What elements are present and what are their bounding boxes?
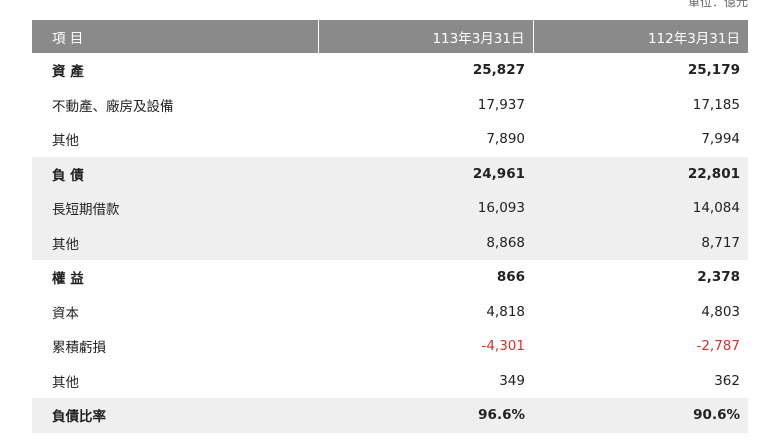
row-label: 資 產 (52, 64, 84, 81)
value-cell: 96.6% (318, 398, 533, 433)
value-cell: 22,801 (533, 156, 748, 191)
row-label: 其他 (52, 133, 79, 150)
value-cell: 8,868 (318, 225, 533, 260)
value-cell: 14,084 (533, 191, 748, 226)
row-label: 資本 (52, 305, 79, 322)
row-label: 長短期借款 (32, 191, 318, 226)
value-cell: 2,378 (697, 269, 740, 286)
table-row: 負債比率 96.6% 90.6% (32, 398, 748, 433)
table-row: 其他 349 362 (32, 364, 748, 399)
row-label: 累積虧損 (52, 340, 106, 357)
table-row: 資本 4,818 4,803 (32, 295, 748, 330)
row-label: 其他 (52, 374, 79, 391)
table-row: 累積虧損 -4,301 -2,787 (32, 329, 748, 364)
row-label: 權 益 (52, 271, 84, 288)
table-row: 其他 8,868 8,717 (32, 225, 748, 260)
value-cell: 90.6% (533, 398, 748, 433)
value-cell: 25,179 (687, 62, 740, 79)
header-cell: 項 目 (32, 20, 318, 53)
header-cell: 113年3月31日 (317, 20, 533, 53)
value-cell: 4,818 (486, 303, 525, 320)
value-cell: -2,787 (696, 338, 740, 355)
value-cell: 16,093 (318, 191, 533, 226)
value-cell: 24,961 (318, 156, 533, 191)
unit-note: 單位：億元 (687, 0, 748, 9)
header-cell: 112年3月31日 (532, 20, 748, 53)
row-label: 其他 (32, 225, 318, 260)
value-cell: 362 (714, 372, 740, 389)
value-cell: 17,937 (477, 96, 525, 113)
row-label: 不動產、廠房及設備 (52, 98, 174, 115)
value-cell: 8,717 (533, 225, 748, 260)
row-label: 負 債 (32, 156, 318, 191)
value-cell: 4,803 (701, 303, 740, 320)
value-cell: -4,301 (481, 338, 525, 355)
value-cell: 7,890 (486, 131, 525, 148)
header-row: 項 目 113年3月31日 112年3月31日 (32, 20, 748, 53)
balance-table: 項 目 113年3月31日 112年3月31日 資 產 25,827 25,179 不… (32, 20, 748, 433)
value-cell: 349 (499, 372, 525, 389)
value-cell: 866 (496, 269, 525, 286)
table-row: 長短期借款 16,093 14,084 (32, 191, 748, 226)
table-row: 負 債 24,961 22,801 (32, 156, 748, 191)
value-cell: 7,994 (701, 131, 740, 148)
table-row: 資 產 25,827 25,179 (32, 53, 748, 88)
table-row: 權 益 866 2,378 (32, 260, 748, 295)
value-cell: 17,185 (692, 96, 740, 113)
value-cell: 25,827 (472, 62, 525, 79)
table-row: 其他 7,890 7,994 (32, 122, 748, 157)
row-label: 負債比率 (32, 398, 318, 433)
table-row: 不動產、廠房及設備 17,937 17,185 (32, 88, 748, 123)
